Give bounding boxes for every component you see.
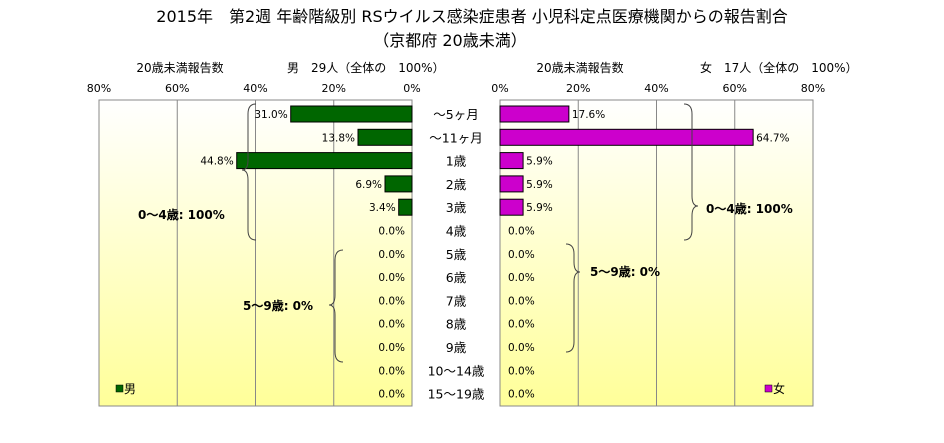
female-annotation-0-4: 0～4歳: 100% — [706, 201, 793, 216]
legend-male-swatch — [115, 384, 124, 393]
male-bar — [290, 105, 413, 123]
female-brace-5-9 — [565, 243, 581, 353]
female-value-label: 0.0% — [508, 365, 535, 377]
male-value-label: 0.0% — [378, 365, 405, 377]
legend-female-label: 女 — [773, 381, 785, 396]
female-value-label: 0.0% — [508, 295, 535, 307]
female-bar — [499, 152, 524, 170]
male-bar — [398, 198, 413, 216]
male-bar — [384, 175, 413, 193]
female-value-label: 5.9% — [526, 202, 553, 214]
chart-title: 2015年 第2週 年齢階級別 RSウイルス感染症患者 小児科定点医療機関からの… — [156, 7, 787, 26]
male-axis-tick-label: 40% — [243, 82, 267, 95]
male-brace-5-9 — [328, 249, 344, 363]
legend-female-swatch — [764, 384, 773, 393]
male-value-label: 13.8% — [322, 132, 355, 144]
female-summary: 女 17人（全体の 100%） — [700, 60, 858, 75]
category-label: 2歳 — [446, 177, 467, 192]
category-label: 15～19歳 — [428, 387, 485, 402]
male-caption: 20歳未満報告数 — [136, 60, 223, 75]
male-value-label: 0.0% — [378, 226, 405, 238]
category-label: 5歳 — [446, 247, 467, 262]
male-value-label: 31.0% — [254, 109, 287, 121]
male-annotation-0-4: 0～4歳: 100% — [138, 207, 225, 222]
female-bar — [499, 198, 524, 216]
male-value-label: 0.0% — [378, 342, 405, 354]
female-value-label: 0.0% — [508, 272, 535, 284]
male-bar — [236, 152, 413, 170]
male-axis-tick-label: 20% — [322, 82, 346, 95]
category-label: 10～14歳 — [428, 363, 485, 378]
category-label: ～11ヶ月 — [429, 130, 482, 145]
category-label: 7歳 — [446, 293, 467, 308]
female-brace-0-4 — [683, 103, 699, 241]
female-caption: 20歳未満報告数 — [536, 60, 623, 75]
female-axis-tick-label: 40% — [644, 82, 668, 95]
male-annotation-5-9: 5～9歳: 0% — [243, 298, 313, 313]
male-value-label: 0.0% — [378, 295, 405, 307]
female-annotation-5-9: 5～9歳: 0% — [590, 264, 660, 279]
category-label: 4歳 — [446, 224, 467, 239]
male-summary: 男 29人（全体の 100%） — [287, 60, 445, 75]
category-label: ～5ヶ月 — [433, 107, 478, 122]
female-bar — [499, 105, 570, 123]
category-label: 1歳 — [446, 154, 467, 169]
female-value-label: 0.0% — [508, 342, 535, 354]
female-bar — [499, 175, 524, 193]
female-bar — [499, 128, 754, 146]
male-value-label: 0.0% — [378, 319, 405, 331]
legend-male-label: 男 — [124, 382, 136, 396]
female-value-label: 0.0% — [508, 389, 535, 401]
category-label: 9歳 — [446, 340, 467, 355]
female-value-label: 5.9% — [526, 179, 553, 191]
female-value-label: 0.0% — [508, 226, 535, 238]
female-value-label: 64.7% — [756, 132, 789, 144]
male-value-label: 6.9% — [355, 179, 382, 191]
male-bar — [357, 128, 413, 146]
male-value-label: 44.8% — [200, 156, 233, 168]
female-axis-tick-label: 80% — [801, 82, 825, 95]
female-value-label: 0.0% — [508, 249, 535, 261]
category-label: 3歳 — [446, 200, 467, 215]
female-axis-tick-label: 60% — [723, 82, 747, 95]
male-axis-tick-label: 60% — [165, 82, 189, 95]
male-brace-0-4 — [241, 103, 257, 241]
female-axis-tick-label: 20% — [566, 82, 590, 95]
female-value-label: 0.0% — [508, 319, 535, 331]
female-value-label: 5.9% — [526, 156, 553, 168]
female-axis-tick-label: 0% — [491, 82, 508, 95]
male-value-label: 0.0% — [378, 389, 405, 401]
male-value-label: 0.0% — [378, 272, 405, 284]
category-label: 6歳 — [446, 270, 467, 285]
chart-subtitle: （京都府 20歳未満） — [373, 31, 526, 50]
male-axis-tick-label: 0% — [403, 82, 420, 95]
male-axis-tick-label: 80% — [87, 82, 111, 95]
male-value-label: 3.4% — [369, 202, 396, 214]
male-value-label: 0.0% — [378, 249, 405, 261]
category-label: 8歳 — [446, 317, 467, 332]
female-value-label: 17.6% — [572, 109, 605, 121]
